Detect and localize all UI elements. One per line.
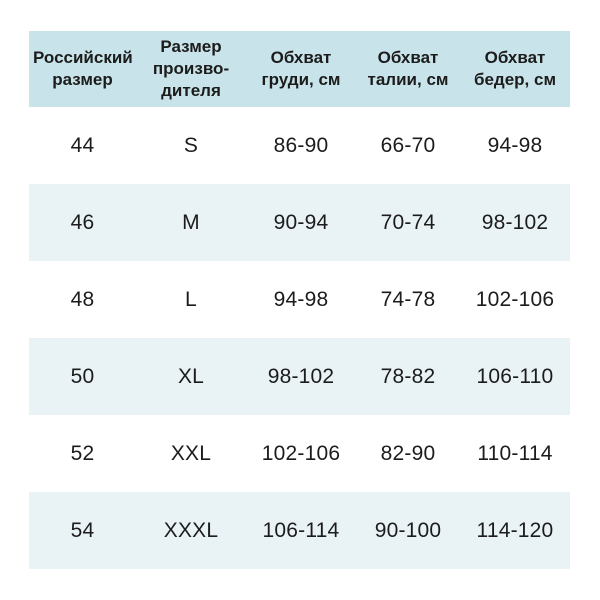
table-cell: 106-110 — [476, 364, 554, 388]
table-cell: 94-98 — [273, 287, 329, 311]
table-row: 46 M 90-94 70-74 98-102 — [29, 184, 570, 261]
table-cell: XXXL — [163, 518, 219, 542]
table-cell: 86-90 — [273, 133, 329, 157]
table-cell: M — [182, 210, 200, 234]
table-cell: 50 — [70, 364, 95, 388]
table-cell: 74-78 — [380, 287, 436, 311]
table-cell: XL — [177, 364, 205, 388]
header-cell-russian-size: Российский размер — [33, 48, 133, 89]
table-cell: 90-94 — [273, 210, 329, 234]
table-cell: 48 — [70, 287, 95, 311]
header-cell-hips: Обхват бедер, см — [473, 48, 557, 89]
size-table-header: Российский размер Размер произво-дителя … — [29, 31, 570, 107]
table-cell: L — [185, 287, 197, 311]
header-cell-manufacturer-size: Размер произво-дителя — [152, 37, 230, 100]
table-cell: S — [183, 133, 199, 157]
table-cell: 102-106 — [261, 441, 341, 465]
table-row: 50 XL 98-102 78-82 106-110 — [29, 338, 570, 415]
header-cell-chest: Обхват груди, см — [261, 48, 341, 89]
table-cell: 106-114 — [262, 518, 340, 542]
table-cell: 54 — [70, 518, 95, 542]
table-cell: 70-74 — [380, 210, 436, 234]
table-cell: 114-120 — [476, 518, 554, 542]
table-cell: 102-106 — [475, 287, 555, 311]
size-table: Российский размер Размер произво-дителя … — [29, 31, 570, 569]
table-row: 44 S 86-90 66-70 94-98 — [29, 107, 570, 184]
table-row: 52 XXL 102-106 82-90 110-114 — [29, 415, 570, 492]
table-cell: 82-90 — [380, 441, 436, 465]
table-cell: 78-82 — [380, 364, 436, 388]
table-cell: 44 — [70, 133, 95, 157]
table-row: 48 L 94-98 74-78 102-106 — [29, 261, 570, 338]
table-row: 54 XXXL 106-114 90-100 114-120 — [29, 492, 570, 569]
table-cell: XXL — [170, 441, 212, 465]
table-cell: 46 — [70, 210, 95, 234]
table-cell: 66-70 — [380, 133, 436, 157]
header-row: Российский размер Размер произво-дителя … — [29, 31, 570, 107]
table-cell: 110-114 — [477, 441, 553, 465]
table-cell: 90-100 — [374, 518, 442, 542]
table-cell: 94-98 — [487, 133, 543, 157]
header-cell-waist: Обхват талии, см — [367, 48, 449, 89]
table-cell: 98-102 — [267, 364, 335, 388]
table-cell: 52 — [70, 441, 95, 465]
table-cell: 98-102 — [481, 210, 549, 234]
size-table-body: 44 S 86-90 66-70 94-98 46 M 90-94 70-74 … — [29, 107, 570, 569]
